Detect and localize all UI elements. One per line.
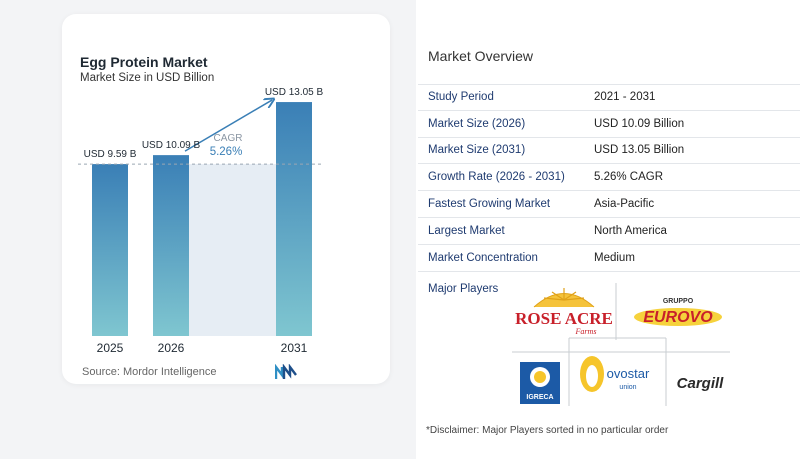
source-text: Source: Mordor Intelligence — [82, 366, 217, 378]
row-label: Market Size (2026) — [428, 117, 526, 130]
svg-text:ovostar: ovostar — [607, 366, 650, 381]
row-label: Largest Market — [428, 224, 505, 237]
overview-row: Study Period 2021 - 2031 — [418, 84, 800, 111]
row-value: Medium — [594, 251, 635, 264]
overview-row: Largest Market North America — [418, 218, 800, 245]
chart-card: Egg Protein Market Market Size in USD Bi… — [62, 14, 390, 384]
overview-row: Market Size (2031) USD 13.05 Billion — [418, 138, 800, 165]
overview-row: Market Size (2026) USD 10.09 Billion — [418, 111, 800, 138]
row-label: Study Period — [428, 91, 494, 104]
overview-row: Fastest Growing Market Asia-Pacific — [418, 191, 800, 218]
row-label: Fastest Growing Market — [428, 198, 551, 211]
major-players-title: Major Players — [428, 283, 499, 295]
bar-2026 — [153, 155, 189, 336]
svg-text:EUROVO: EUROVO — [643, 309, 713, 326]
category-label-2025: 2025 — [97, 341, 124, 355]
bar-chart: CAGR 5.26% USD 9.59 B 2025 USD 10.09 B 2026… — [78, 87, 324, 355]
svg-text:Farms: Farms — [575, 327, 597, 336]
value-label-2025: USD 9.59 B — [84, 149, 137, 160]
row-label: Market Size (2031) — [428, 144, 526, 157]
value-label-2026: USD 10.09 B — [142, 140, 201, 151]
row-value: Asia-Pacific — [594, 198, 655, 211]
svg-text:Cargill: Cargill — [677, 375, 725, 392]
svg-text:union: union — [619, 384, 636, 391]
row-label: Market Concentration — [428, 251, 538, 264]
bar-2025 — [92, 164, 128, 336]
mordor-logo-icon — [275, 364, 297, 379]
bar-2031 — [276, 102, 312, 336]
cagr-value: 5.26% — [210, 146, 243, 158]
row-label: Growth Rate (2026 - 2031) — [428, 171, 565, 184]
row-value: USD 10.09 Billion — [594, 117, 685, 130]
svg-text:ROSE ACRE: ROSE ACRE — [515, 309, 613, 328]
eurovo-logo: GRUPPO EUROVO — [634, 298, 722, 326]
players-logo-grid: ROSE ACRE Farms GRUPPO EUROVO IGRECA ovo… — [512, 283, 730, 406]
igreca-logo: IGRECA — [520, 362, 560, 404]
cagr-label: CAGR — [214, 133, 243, 144]
overview-row: Growth Rate (2026 - 2031) 5.26% CAGR — [418, 164, 800, 192]
category-label-2031: 2031 — [281, 341, 308, 355]
category-label-2026: 2026 — [158, 341, 185, 355]
cargill-logo: Cargill — [677, 375, 725, 392]
row-value: North America — [594, 224, 667, 237]
row-value: USD 13.05 Billion — [594, 144, 685, 157]
cagr-band — [189, 164, 276, 336]
chart-title: Egg Protein Market — [80, 54, 208, 70]
overview-title: Market Overview — [428, 48, 534, 64]
row-value: 5.26% CAGR — [594, 171, 664, 184]
svg-text:IGRECA: IGRECA — [526, 394, 553, 401]
rose-acre-logo: ROSE ACRE Farms — [515, 288, 613, 336]
disclaimer-text: *Disclaimer: Major Players sorted in no … — [426, 425, 669, 436]
svg-text:GRUPPO: GRUPPO — [663, 298, 694, 305]
overview-row: Market Concentration Medium — [418, 245, 800, 272]
overview-table: Study Period 2021 - 2031 Market Size (202… — [418, 84, 800, 272]
chart-subtitle: Market Size in USD Billion — [80, 72, 215, 84]
ovostar-logo: ovostar union — [580, 356, 650, 392]
row-value: 2021 - 2031 — [594, 91, 656, 104]
market-overview-panel: Market Overview Study Period 2021 - 2031 … — [416, 0, 800, 459]
cagr-arrow — [184, 100, 272, 152]
value-label-2031: USD 13.05 B — [265, 87, 324, 98]
